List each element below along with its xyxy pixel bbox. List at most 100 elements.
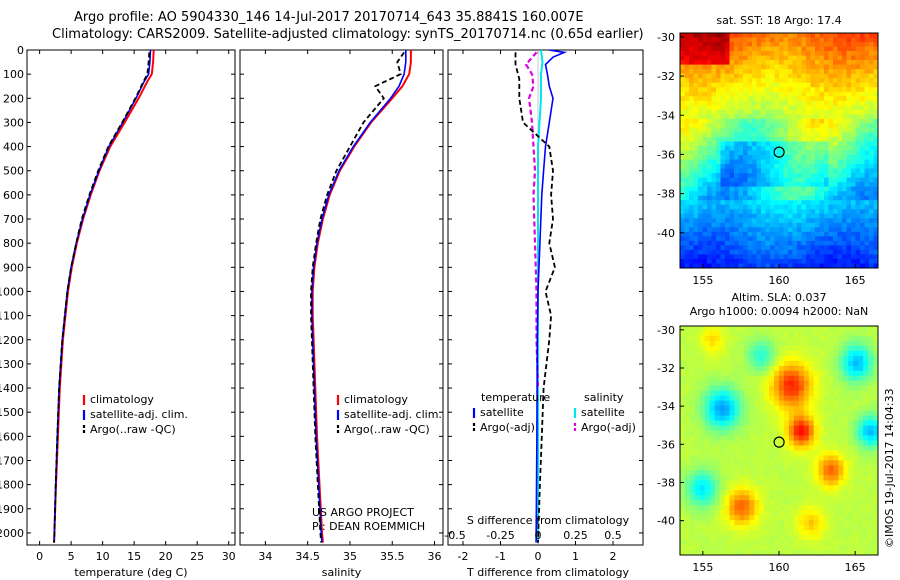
map-cell (818, 550, 825, 556)
map-cell (764, 395, 770, 402)
map-cell (873, 370, 879, 377)
map-cell (709, 350, 716, 357)
map-cell (833, 195, 838, 201)
map-cell (729, 127, 735, 133)
map-cell (783, 37, 789, 43)
map-cell (837, 240, 843, 246)
map-cell (774, 495, 780, 501)
map-cell (846, 159, 852, 165)
map-cell (863, 510, 869, 516)
map-cell (739, 326, 745, 332)
map-cell (761, 100, 766, 106)
map-cell (793, 435, 800, 441)
map-cell (801, 227, 807, 233)
map-cell (819, 186, 825, 192)
map-cell (709, 460, 716, 466)
map-cell (801, 150, 807, 156)
map-cell (855, 118, 861, 124)
map-cell (815, 227, 820, 233)
map-cell (848, 450, 854, 456)
map-cell (833, 520, 839, 526)
map-cell (806, 69, 811, 75)
map-cell (764, 335, 770, 342)
map-cell (704, 335, 711, 342)
map-cell (743, 60, 748, 66)
map-cell (714, 405, 721, 412)
map-cell (858, 430, 864, 437)
map-cell (709, 525, 716, 531)
map-cell (860, 263, 865, 269)
map-cell (689, 360, 696, 367)
map-cell (873, 435, 879, 441)
map-cell (759, 535, 765, 541)
map-cell (798, 465, 805, 471)
map-cell (716, 218, 721, 224)
map-cell (747, 73, 753, 79)
map-cell (803, 415, 810, 422)
map-cell (764, 430, 770, 437)
map-cell (729, 195, 735, 201)
map-cell (765, 37, 771, 43)
map-cell (868, 365, 874, 372)
map-cell (684, 400, 691, 407)
map-cell (837, 60, 843, 66)
map-cell (689, 191, 694, 197)
map-cell (863, 375, 869, 382)
map-cell (864, 182, 870, 188)
map-cell (707, 55, 712, 61)
map-cell (798, 510, 805, 516)
map-cell (774, 51, 780, 57)
map-cell (743, 141, 748, 147)
map-cell (833, 425, 839, 432)
map-cell (680, 105, 685, 111)
map-cell (699, 360, 706, 367)
map-cell (761, 69, 766, 75)
map-cell (749, 470, 755, 476)
map-cell (747, 100, 753, 106)
map-cell (864, 204, 870, 210)
map-cell (779, 500, 785, 506)
map-cell (819, 136, 825, 142)
map-cell (684, 123, 690, 129)
map-cell (828, 375, 834, 382)
map-cell (743, 73, 748, 79)
map-cell (843, 340, 849, 347)
map-cell (711, 82, 717, 88)
map-cell (779, 240, 784, 246)
map-cell (793, 535, 800, 541)
map-cell (738, 177, 744, 183)
map-cell (788, 480, 795, 486)
map-cell (779, 545, 785, 551)
map-cell (868, 415, 874, 422)
map-cell (764, 350, 770, 357)
map-cell (818, 495, 825, 501)
map-cell (699, 515, 706, 521)
map-cell (711, 195, 717, 201)
map-cell (803, 355, 810, 362)
map-cell (756, 159, 762, 165)
map-cell (704, 535, 711, 541)
map-cell (863, 435, 869, 441)
map-cell (724, 465, 730, 471)
map-cell (770, 123, 775, 129)
map-cell (806, 191, 811, 197)
map-cell (783, 326, 790, 332)
map-cell (868, 330, 874, 337)
map-cell (828, 136, 834, 142)
map-cell (848, 490, 854, 496)
map-cell (779, 118, 784, 124)
map-cell (711, 227, 717, 233)
map-cell (738, 236, 744, 242)
map-cell (863, 455, 869, 461)
map-cell (783, 73, 789, 79)
map-cell (808, 400, 815, 407)
map-cell (806, 227, 811, 233)
map-cell (808, 540, 815, 546)
map-cell (693, 186, 699, 192)
map-cell (860, 136, 865, 142)
map-cell (815, 249, 820, 255)
map-cell (864, 195, 870, 201)
y-tick-label: 1900 (0, 503, 24, 516)
map-cell (719, 455, 726, 461)
map-cell (680, 485, 686, 491)
